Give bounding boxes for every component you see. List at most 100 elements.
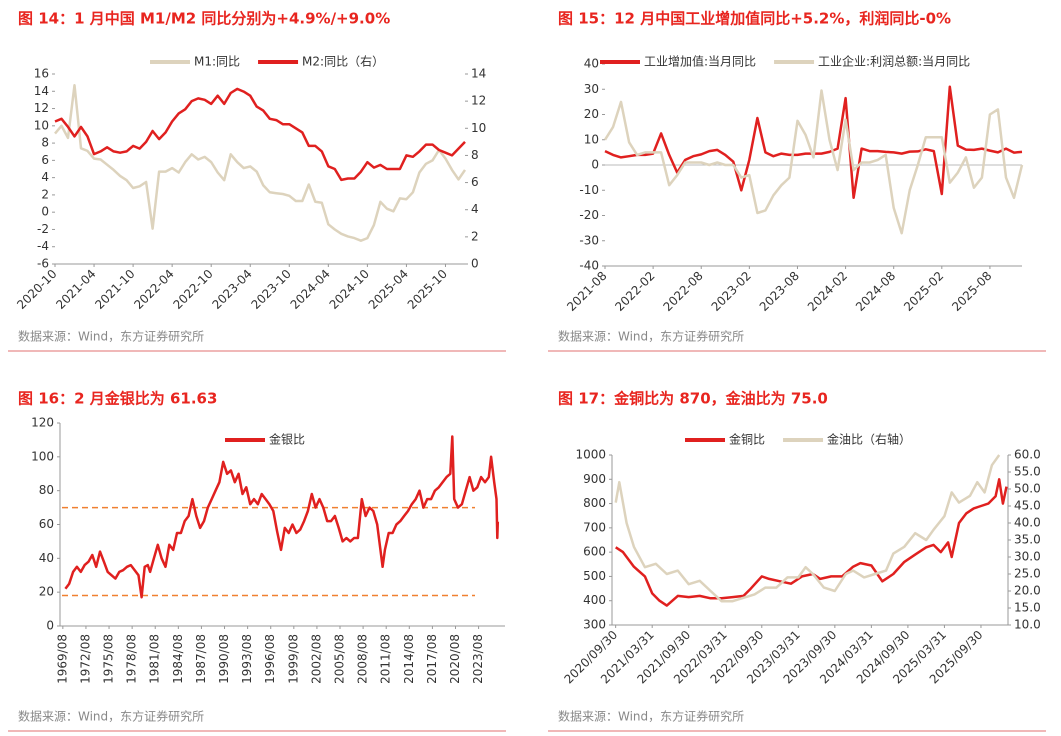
x-tick-label: 2008/08 (356, 634, 370, 684)
source-note: 数据来源：Wind，东方证券研究所 (558, 709, 744, 724)
y-tick-label: 40 (584, 57, 599, 71)
x-tick-label: 2023-02 (709, 269, 754, 314)
y2-tick-label: 6 (471, 175, 479, 189)
y2-tick-label: 12 (471, 94, 486, 108)
x-tick-label: 1999/08 (286, 634, 300, 684)
y2-tick-label: 4 (471, 202, 479, 216)
y-tick-label: 10 (584, 132, 599, 146)
x-tick-label: 2023-08 (757, 269, 802, 314)
y2-tick-label: 2 (471, 229, 479, 243)
y-tick-label: -30 (579, 233, 599, 247)
y-tick-label: 700 (583, 520, 606, 534)
y-tick-label: -20 (579, 208, 599, 222)
y-tick-label: -4 (37, 239, 49, 253)
x-tick-label: 2025-08 (949, 269, 994, 314)
series-line (614, 454, 1001, 603)
x-tick-label: 2017/08 (425, 634, 439, 684)
x-tick-label: 2021-04 (53, 267, 98, 312)
y-tick-label: 400 (583, 593, 606, 607)
series-line (54, 87, 466, 182)
legend-label: 工业企业:利润总额:当月同比 (818, 54, 970, 69)
y-tick-label: 10 (34, 118, 49, 132)
y2-tick-label: 50.0 (1014, 482, 1041, 496)
x-tick-label: 2025-04 (366, 267, 411, 312)
y-tick-label: 60 (39, 517, 54, 531)
x-tick-label: 1978/08 (125, 634, 139, 684)
y-tick-label: 100 (31, 449, 54, 463)
x-tick-label: 1972/08 (78, 634, 92, 684)
y2-tick-label: 14 (471, 67, 486, 81)
x-tick-label: 2014/08 (402, 634, 416, 684)
x-tick-label: 2002/08 (309, 634, 323, 684)
source-note: 数据来源：Wind，东方证券研究所 (558, 329, 744, 344)
y-tick-label: -6 (37, 257, 49, 271)
y-tick-label: 2 (41, 187, 49, 201)
series-line (54, 83, 467, 242)
y-tick-label: 600 (583, 545, 606, 559)
y-tick-label: 30 (584, 82, 599, 96)
legend-label: 工业增加值:当月同比 (644, 54, 756, 69)
chart-title: 图 15：12 月中国工业增加值同比+5.2%，利润同比-0% (558, 10, 951, 28)
y-tick-label: 4 (41, 170, 49, 184)
x-tick-label: 1993/08 (240, 634, 254, 684)
x-tick-label: 2021-10 (92, 267, 137, 312)
x-tick-label: 1981/08 (148, 634, 162, 684)
legend-label: M2:同比（右） (302, 54, 384, 69)
y-tick-label: 800 (583, 496, 606, 510)
x-tick-label: 2025-02 (901, 269, 946, 314)
x-tick-label: 2020/08 (448, 634, 462, 684)
x-tick-label: 2023-10 (249, 267, 294, 312)
x-tick-label: 2023-04 (209, 267, 254, 312)
y-tick-label: 0 (46, 619, 54, 633)
x-tick-label: 1975/08 (102, 634, 116, 684)
y-tick-label: 1000 (575, 448, 606, 462)
x-tick-label: 2024-08 (853, 269, 898, 314)
legend-label: 金油比（右轴） (827, 432, 911, 447)
x-tick-label: 1969/08 (55, 634, 69, 684)
legend-label: 金银比 (269, 432, 305, 447)
chart-title: 图 16：2 月金银比为 61.63 (18, 390, 217, 408)
y2-tick-label: 8 (471, 148, 479, 162)
x-tick-label: 2011/08 (379, 634, 393, 684)
y2-tick-label: 15.0 (1014, 601, 1041, 615)
y-tick-label: 300 (583, 618, 606, 632)
x-tick-label: 2023/08 (471, 634, 485, 684)
y2-tick-label: 10 (471, 121, 486, 135)
y-tick-label: 8 (41, 136, 49, 150)
chart-title: 图 17：金铜比为 870，金油比为 75.0 (558, 390, 828, 408)
y2-tick-label: 0 (471, 257, 479, 271)
legend-label: 金铜比 (729, 432, 765, 447)
y2-tick-label: 10.0 (1014, 618, 1041, 632)
x-tick-label: 2024-02 (805, 269, 850, 314)
series-line (603, 89, 1024, 235)
y-tick-label: -2 (37, 222, 49, 236)
x-tick-label: 2005/08 (333, 634, 347, 684)
y-tick-label: 500 (583, 569, 606, 583)
y-tick-label: 6 (41, 153, 49, 167)
source-note: 数据来源：Wind，东方证券研究所 (18, 329, 204, 344)
x-tick-label: 2020-10 (14, 267, 59, 312)
x-tick-label: 2022-04 (131, 267, 176, 312)
series-line (615, 478, 1008, 607)
x-tick-label: 1987/08 (194, 634, 208, 684)
y-tick-label: 14 (34, 84, 49, 98)
y-tick-label: 0 (591, 158, 599, 172)
legend-label: M1:同比 (194, 55, 240, 69)
x-tick-label: 1996/08 (263, 634, 277, 684)
y2-tick-label: 60.0 (1014, 448, 1041, 462)
y-tick-label: 20 (39, 585, 54, 599)
y-tick-label: 900 (583, 472, 606, 486)
y-tick-label: 0 (41, 205, 49, 219)
y2-tick-label: 40.0 (1014, 516, 1041, 530)
source-note: 数据来源：Wind，东方证券研究所 (18, 709, 204, 724)
x-tick-label: 2021-08 (564, 269, 609, 314)
x-tick-label: 1984/08 (171, 634, 185, 684)
y2-tick-label: 25.0 (1014, 567, 1041, 581)
y2-tick-label: 55.0 (1014, 465, 1041, 479)
y-tick-label: -10 (579, 183, 599, 197)
chart-title: 图 14：1 月中国 M1/M2 同比分别为+4.9%/+9.0% (18, 10, 390, 28)
x-tick-label: 1990/08 (217, 634, 231, 684)
y2-tick-label: 30.0 (1014, 550, 1041, 564)
